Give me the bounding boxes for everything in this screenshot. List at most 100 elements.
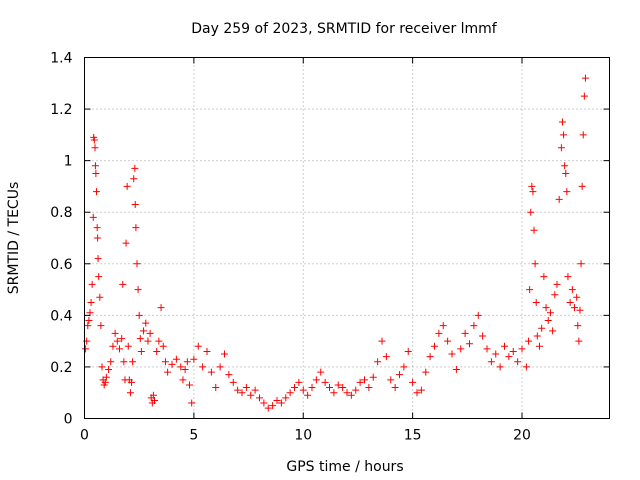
data-point xyxy=(90,136,98,144)
data-point xyxy=(105,366,113,374)
data-point xyxy=(212,384,220,392)
data-point xyxy=(439,322,447,330)
data-point xyxy=(242,384,250,392)
data-point xyxy=(553,280,561,288)
data-point xyxy=(194,342,202,350)
data-point xyxy=(102,373,110,381)
data-point xyxy=(378,337,386,345)
data-point xyxy=(91,162,99,170)
data-point xyxy=(413,389,421,397)
x-tick-label: 15 xyxy=(404,428,422,444)
data-point xyxy=(312,376,320,384)
data-point xyxy=(135,311,143,319)
data-point xyxy=(128,378,136,386)
data-point xyxy=(131,164,139,172)
data-point xyxy=(444,337,452,345)
data-point xyxy=(551,291,559,299)
data-point xyxy=(573,293,581,301)
data-point xyxy=(527,208,535,216)
data-point xyxy=(277,399,285,407)
data-point xyxy=(560,131,568,139)
data-point xyxy=(221,350,228,358)
y-tick-label: 0.8 xyxy=(50,205,72,221)
data-point xyxy=(264,404,272,412)
data-point xyxy=(164,368,172,376)
data-point xyxy=(225,371,233,379)
data-point xyxy=(130,175,138,183)
x-tick-label: 0 xyxy=(80,428,89,444)
data-point xyxy=(492,350,500,358)
axis-ticks: 0 5 10 15 20 0 0.2 0.4 0.6 0.8 1 1.2 1.4 xyxy=(50,51,610,444)
data-point xyxy=(82,345,90,353)
data-point xyxy=(304,391,312,399)
data-point xyxy=(496,363,504,371)
data-point xyxy=(387,376,395,384)
data-point xyxy=(286,389,294,397)
data-point xyxy=(479,332,487,340)
data-point xyxy=(396,371,403,379)
data-point xyxy=(269,402,277,410)
data-point xyxy=(391,384,399,392)
data-point xyxy=(532,298,540,306)
data-point xyxy=(549,327,557,335)
data-point xyxy=(116,345,123,353)
data-point xyxy=(452,366,460,374)
data-point xyxy=(157,304,165,312)
data-point xyxy=(334,381,342,389)
data-point xyxy=(566,298,574,306)
data-point xyxy=(126,389,134,397)
data-point xyxy=(555,195,563,203)
data-point xyxy=(91,144,99,152)
data-point xyxy=(260,399,268,407)
data-point xyxy=(95,273,103,281)
data-point xyxy=(562,170,570,178)
grid xyxy=(84,57,610,419)
data-point xyxy=(179,376,187,384)
data-point xyxy=(356,378,364,386)
data-point xyxy=(93,224,101,232)
data-point xyxy=(96,293,104,301)
data-point xyxy=(151,396,158,404)
data-point xyxy=(168,360,176,368)
data-point xyxy=(282,394,290,402)
data-point xyxy=(153,347,161,355)
data-point xyxy=(101,378,109,386)
x-axis-label: GPS time / hours xyxy=(286,459,403,475)
data-point xyxy=(343,389,351,397)
data-point xyxy=(159,342,167,350)
y-tick-label: 1 xyxy=(64,154,73,170)
data-point xyxy=(291,384,298,392)
data-point xyxy=(561,162,569,170)
data-point xyxy=(134,286,142,294)
data-point xyxy=(382,353,390,361)
data-point xyxy=(426,353,434,361)
data-point xyxy=(118,335,126,343)
data-point xyxy=(140,327,148,335)
data-point xyxy=(431,342,438,350)
data-point xyxy=(422,368,430,376)
data-point xyxy=(122,239,130,247)
data-point xyxy=(229,378,237,386)
y-axis-label: SRMTID / TECUs xyxy=(6,182,22,295)
data-point xyxy=(177,363,185,371)
data-point xyxy=(347,391,355,399)
data-point xyxy=(273,396,281,404)
data-point xyxy=(558,118,566,126)
x-tick-label: 5 xyxy=(189,428,198,444)
y-tick-label: 0.4 xyxy=(50,308,72,324)
data-point xyxy=(522,363,530,371)
data-point xyxy=(417,386,425,394)
data-point xyxy=(238,389,246,397)
data-point xyxy=(528,182,536,190)
data-points xyxy=(82,74,589,412)
data-point xyxy=(400,363,408,371)
data-point xyxy=(361,376,368,384)
data-point xyxy=(155,337,163,345)
data-point xyxy=(251,386,259,394)
data-point xyxy=(457,345,465,353)
data-point xyxy=(123,182,131,190)
data-point xyxy=(531,260,539,268)
data-point xyxy=(299,386,307,394)
data-point xyxy=(352,386,360,394)
